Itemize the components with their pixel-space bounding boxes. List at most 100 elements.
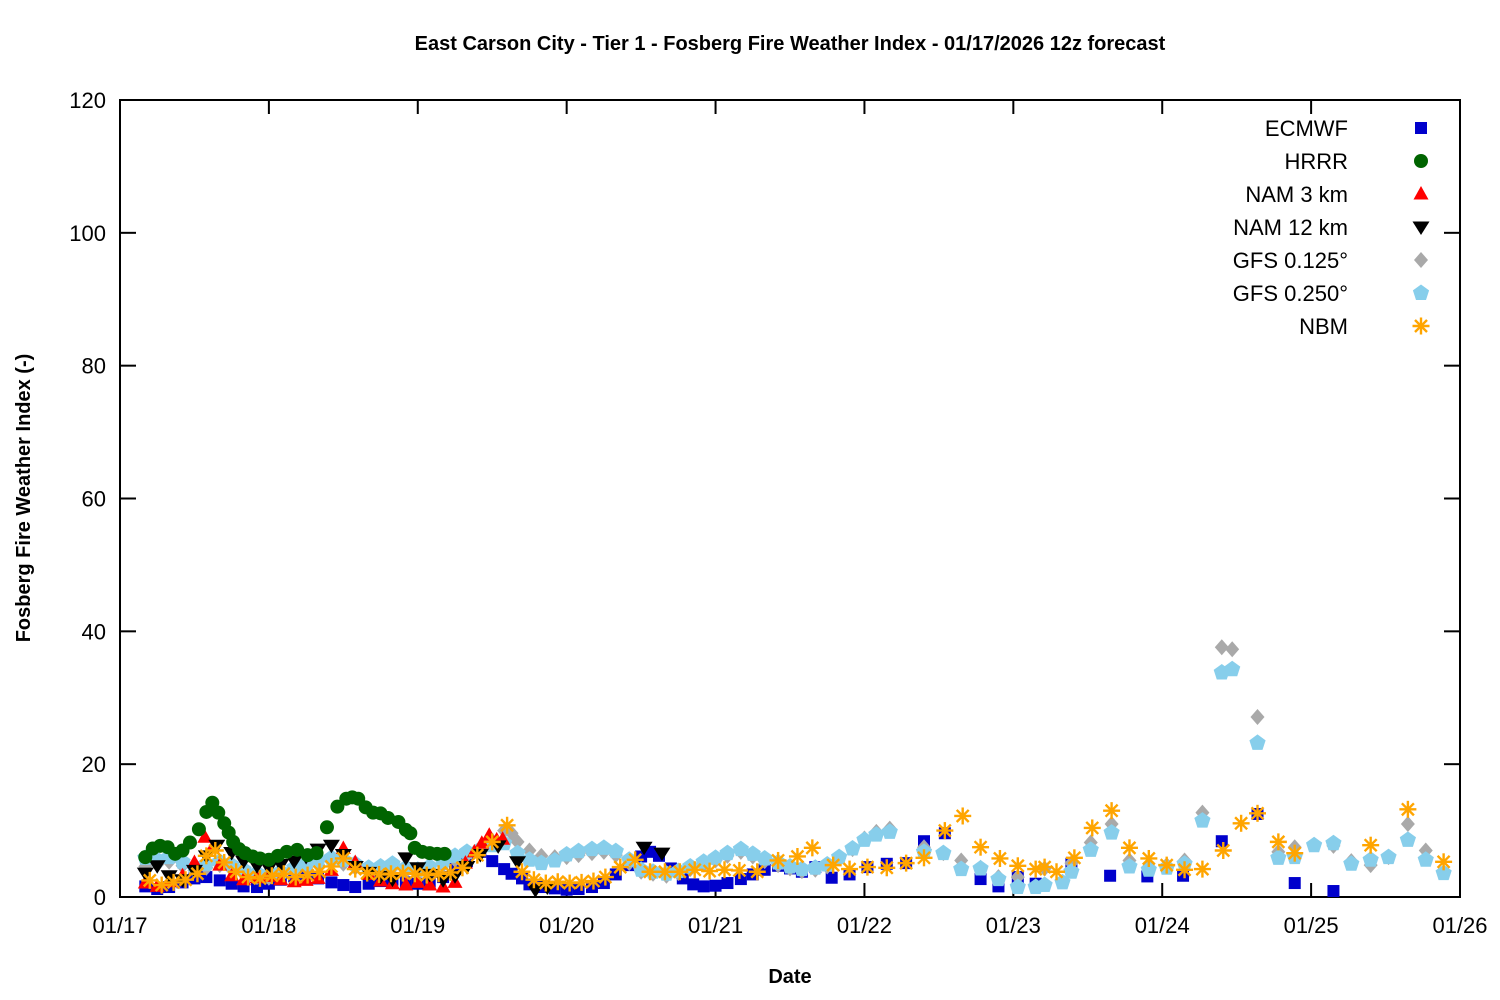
data-point-marker — [935, 844, 952, 861]
square-marker-icon — [1327, 885, 1340, 898]
data-point-marker — [1140, 849, 1158, 867]
asterisk-marker-icon — [993, 851, 1007, 866]
asterisk-marker-icon — [1067, 850, 1082, 865]
pentagon-marker-icon — [744, 845, 761, 861]
data-point-marker — [788, 847, 806, 865]
asterisk-marker-icon — [899, 856, 913, 870]
diamond-marker-icon — [1250, 709, 1265, 726]
diamond-marker-icon — [1214, 639, 1229, 656]
triangle-up-marker-icon — [310, 870, 326, 884]
data-point-marker — [533, 854, 550, 871]
data-point-marker — [165, 873, 183, 891]
data-point-marker — [732, 840, 749, 857]
triangle-up-marker-icon — [398, 877, 414, 891]
data-point-marker — [1083, 819, 1101, 837]
data-point-marker — [362, 877, 375, 890]
data-point-marker — [858, 858, 876, 876]
data-point-marker — [384, 855, 401, 871]
legend-label-gfs-0-125: GFS 0.125° — [1233, 248, 1348, 273]
asterisk-marker-icon — [253, 871, 267, 886]
circle-marker-icon — [309, 846, 324, 861]
data-point-marker — [1010, 869, 1025, 886]
x-tick-label: 01/25 — [1284, 913, 1339, 938]
data-point-marker — [1400, 815, 1415, 832]
square-marker-icon — [697, 880, 710, 893]
data-point-marker — [1176, 861, 1194, 879]
chart-legend: ECMWF HRRR NAM 3 km NAM 12 km GFS 0.125° GFS … — [1233, 116, 1430, 339]
asterisk-marker-icon — [562, 876, 577, 890]
pentagon-marker-icon — [521, 851, 538, 867]
data-point-marker — [570, 842, 587, 859]
data-point-marker — [856, 831, 873, 847]
pentagon-marker-icon — [831, 848, 848, 865]
data-point-marker — [422, 877, 438, 891]
data-point-marker — [509, 856, 527, 870]
data-point-marker — [319, 820, 334, 835]
legend-entry-gfs-0-125: GFS 0.125° — [1233, 248, 1428, 273]
data-point-marker — [213, 874, 226, 887]
triangle-up-marker-icon — [410, 874, 426, 888]
data-point-marker — [697, 880, 710, 893]
data-point-marker — [991, 849, 1009, 867]
data-point-marker — [709, 879, 722, 892]
data-point-marker — [1249, 734, 1266, 750]
asterisk-marker-icon — [288, 870, 303, 884]
asterisk-marker-icon — [550, 874, 565, 889]
data-point-marker — [635, 841, 653, 856]
asterisk-marker-icon — [826, 858, 841, 872]
asterisk-marker-icon — [190, 866, 205, 881]
asterisk-marker-icon — [628, 852, 643, 867]
circle-marker-icon — [211, 805, 226, 820]
legend-label-gfs-0-250: GFS 0.250° — [1233, 281, 1348, 306]
data-point-marker — [584, 872, 602, 890]
circle-marker-icon — [279, 844, 294, 859]
pentagon-marker-icon — [546, 851, 563, 868]
triangle-up-marker-icon — [186, 854, 202, 868]
asterisk-marker-icon — [1271, 835, 1286, 849]
pentagon-marker-icon — [707, 849, 724, 865]
data-point-marker — [263, 867, 281, 885]
data-point-marker — [287, 868, 305, 886]
pentagon-marker-icon — [1103, 824, 1120, 840]
pentagon-marker-icon — [1417, 851, 1434, 867]
pentagon-marker-icon — [1325, 834, 1342, 851]
data-point-marker — [897, 854, 915, 872]
data-point-marker — [1193, 860, 1211, 878]
data-point-marker — [844, 840, 861, 856]
y-tick-label: 120 — [69, 88, 106, 113]
data-point-marker — [730, 861, 748, 879]
pentagon-marker-icon — [1412, 284, 1430, 300]
data-point-marker — [521, 851, 538, 867]
y-tick-label: 0 — [94, 885, 106, 910]
asterisk-marker-icon — [1104, 803, 1119, 818]
asterisk-marker-icon — [1414, 319, 1428, 333]
data-point-marker — [974, 873, 987, 886]
asterisk-marker-icon — [1028, 862, 1043, 876]
legend-label-ecmwf: ECMWF — [1265, 116, 1348, 141]
diamond-marker-icon — [1010, 869, 1025, 886]
triangle-down-marker-icon — [260, 862, 278, 876]
asterisk-marker-icon — [372, 867, 386, 882]
pentagon-marker-icon — [1399, 831, 1416, 847]
data-point-marker — [498, 816, 516, 834]
pentagon-marker-icon — [509, 844, 526, 861]
data-point-marker — [803, 839, 821, 857]
data-point-marker — [206, 842, 224, 860]
data-point-marker — [1048, 863, 1066, 881]
data-point-marker — [1009, 857, 1027, 875]
pentagon-marker-icon — [595, 839, 612, 855]
data-point-marker — [868, 826, 885, 842]
circle-marker-icon — [437, 846, 452, 861]
square-marker-icon — [709, 879, 722, 892]
data-point-marker — [1325, 834, 1342, 851]
data-point-marker — [1343, 855, 1360, 871]
data-point-marker — [437, 846, 452, 861]
data-point-marker — [656, 863, 674, 881]
data-point-marker — [505, 867, 518, 880]
data-point-marker — [227, 863, 245, 881]
data-point-marker — [549, 873, 567, 891]
data-point-marker — [279, 844, 294, 859]
data-point-marker — [290, 842, 305, 857]
data-point-marker — [715, 861, 733, 879]
